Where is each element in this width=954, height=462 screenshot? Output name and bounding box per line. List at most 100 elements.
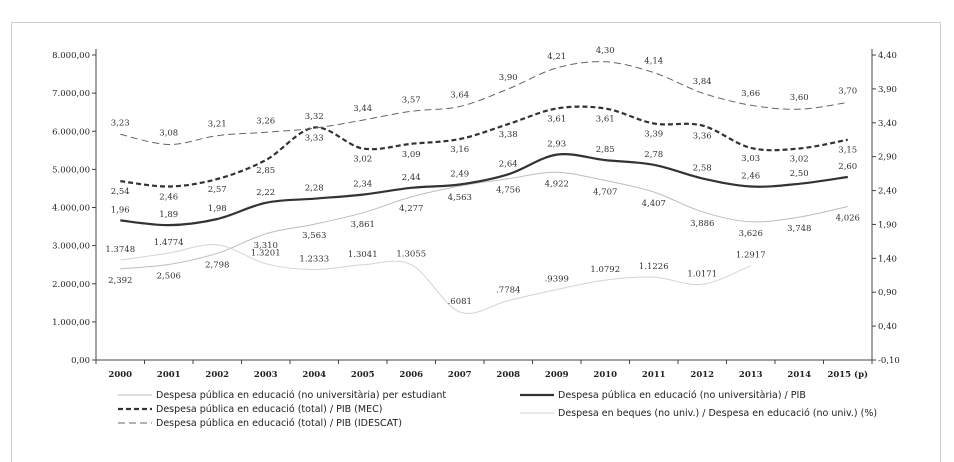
data-label: 2,93 [547,140,566,150]
data-label: 3,61 [547,115,566,125]
data-label: 3,36 [693,131,712,141]
left-tick-label: 8.000,00 [52,51,90,61]
data-label: 2,506 [157,271,181,281]
data-label: 3,38 [499,130,518,140]
data-label: 3,08 [159,128,178,138]
left-tick-label: 2.000,00 [52,280,90,290]
data-label: 2,57 [208,185,227,195]
data-label: 2,60 [838,162,857,172]
data-label: 3,90 [499,73,518,83]
left-tick-label: 4.000,00 [52,204,90,214]
data-label: 2,46 [159,192,178,202]
x-tick-label: 2009 [545,370,569,380]
data-label: 1.2917 [736,251,766,261]
data-label: 3,21 [208,120,227,130]
data-label: 2,50 [790,169,809,179]
x-tick-label: 2011 [642,370,666,380]
data-label: 2,54 [111,187,130,197]
data-label: 2,22 [256,188,275,198]
axes: 0,00 1.000,00 2.000,00 3.000,00 4.000,00 5.00… [52,49,900,380]
data-label: 3,66 [741,89,760,99]
data-label: 3,09 [402,150,421,160]
data-label: 3,26 [256,116,275,126]
legend-label: Despesa pública en educació (total) / PI… [156,404,382,415]
series-line-2 [120,153,848,227]
right-tick-label: 0,90 [878,288,897,298]
left-tick-label: 0,00 [71,356,90,366]
right-tick-label: 2,40 [878,187,897,197]
data-label: 3,64 [450,91,469,101]
data-label: 1.3055 [396,250,426,260]
data-label: 1,96 [111,205,130,215]
line-chart: 0,00 1.000,00 2.000,00 3.000,00 4.000,00 5.00… [52,46,900,429]
right-tick-label: 3,40 [878,119,897,129]
x-tick-label: 2012 [690,370,714,380]
data-label: 1.0792 [590,265,620,275]
x-tick-label: 2002 [205,370,229,380]
legend-label: Despesa en beques (no univ.) / Despesa e… [558,408,877,419]
data-label: 3,563 [302,231,326,241]
left-tick-label: 6.000,00 [52,127,90,137]
data-label: 4,30 [596,46,615,56]
data-label: 3,57 [402,95,421,105]
x-tick-label: 2004 [302,370,326,380]
right-tick-label: -0,10 [878,356,900,366]
x-tick-label: 2007 [448,370,472,380]
x-tick-label: 2015 (p) [827,369,868,380]
data-label: 4,407 [642,199,666,209]
legend-label: Despesa pública en educació (no universi… [558,390,806,401]
left-tick-label: 7.000,00 [52,89,90,99]
data-label: 3,16 [450,145,469,155]
x-tick-label: 2005 [351,370,375,380]
data-label: .7784 [496,285,520,295]
data-label: 3,310 [254,241,278,251]
data-label: 4,563 [448,193,472,203]
right-tick-label: 2,90 [878,153,897,163]
data-label: 4,756 [496,186,520,196]
data-label: 1.3201 [251,249,281,259]
data-label: 2,392 [108,276,132,286]
x-tick-label: 2006 [399,370,423,380]
left-tick-label: 5.000,00 [52,165,90,175]
legend: Despesa pública en educació (no universi… [118,390,877,429]
data-label: 4,026 [836,214,860,224]
data-label: 2,34 [353,180,372,190]
x-tick-label: 2013 [739,370,763,380]
data-label: 2,798 [205,260,229,270]
data-label: 3,61 [596,115,615,125]
data-label: 3,626 [739,229,763,239]
series-lines [120,61,849,314]
right-tick-label: 1,90 [878,220,897,230]
data-label: 3,748 [787,224,811,234]
data-label: 3,32 [305,112,324,122]
data-label: 3,39 [644,129,663,139]
data-label: .6081 [448,297,472,307]
data-label: 2,49 [450,169,469,179]
series-line-1 [120,171,848,270]
x-tick-label: 2003 [254,370,278,380]
data-label: 2,44 [402,173,421,183]
data-label: 4,707 [593,188,617,198]
data-label: 1.4774 [154,238,184,248]
legend-label: Despesa pública en educació (no universi… [156,390,446,401]
data-label: 2,85 [596,145,615,155]
data-label: 1.3041 [348,250,378,260]
series-line-4 [120,61,848,146]
data-label: 4,21 [547,52,566,62]
data-label: 1.0171 [687,269,717,279]
data-label: 3,44 [353,104,372,114]
x-tick-label: 2000 [108,370,132,380]
x-tick-label: 2010 [593,370,617,380]
data-label: 1.2333 [299,255,329,265]
data-label: 3,84 [693,77,712,87]
data-label: 3,70 [838,86,857,96]
data-label: 2,46 [741,171,760,181]
right-tick-label: 3,90 [878,85,897,95]
right-tick-label: 1,40 [878,254,897,264]
data-label: 3,15 [838,146,857,156]
data-label: 3,861 [351,220,375,230]
data-label: 2,64 [499,159,518,169]
data-label: 1.1226 [639,262,669,272]
data-label: 4,922 [545,179,569,189]
data-label: 1,89 [159,210,178,220]
